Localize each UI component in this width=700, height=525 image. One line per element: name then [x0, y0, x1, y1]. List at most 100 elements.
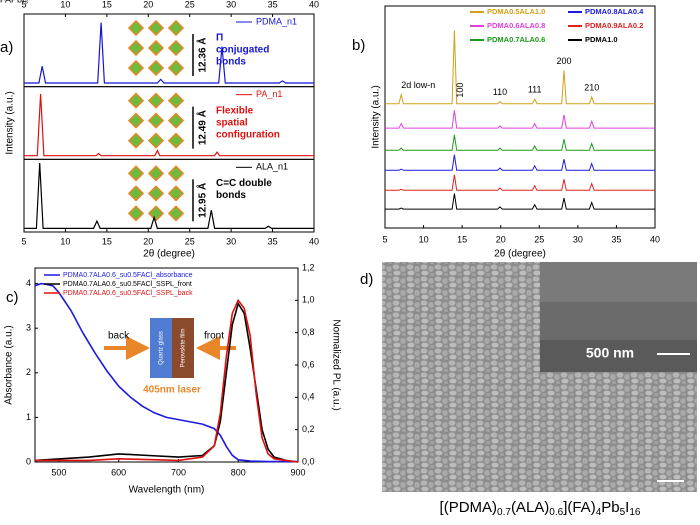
y-axis-label: Intensity (a.u.) [371, 85, 382, 148]
y2-tick-label: 0,6 [302, 359, 315, 369]
octahedron-icon [127, 185, 145, 202]
formula-part: I [625, 499, 629, 516]
legend-label: PDMA0.7ALA0.6_su0.5FACl_SSPL_front [63, 281, 192, 288]
octahedron-icon [167, 19, 185, 37]
annotation: Flexible [216, 105, 254, 116]
x-tick-label: 10 [60, 236, 70, 246]
plot-frame [384, 5, 656, 229]
line [35, 298, 299, 463]
octahedron-icon [147, 112, 165, 129]
line [385, 134, 655, 151]
formula-subscript: 5 [620, 507, 626, 518]
formula-part: [(PDMA) [440, 499, 498, 516]
octahedron-icon [147, 92, 165, 109]
x-tick-label-top: 30 [226, 0, 236, 9]
octahedron-icon [147, 39, 165, 57]
x-tick-label-top: 25 [185, 0, 195, 9]
y-axis-label: Absorbance (a.u.) [4, 325, 15, 405]
spacing-label: 12.36 Å [196, 37, 209, 72]
octahedron-icon [147, 132, 165, 149]
x-tick-label: 35 [611, 234, 621, 244]
peak-label: 210 [584, 82, 599, 92]
octahedron-icon [167, 59, 185, 77]
line [24, 162, 314, 229]
x-tick-label-top: 5 [21, 0, 26, 9]
octahedron-icon [127, 92, 145, 109]
inset-left-label: back [108, 331, 130, 342]
peak-label: 2d low-n [401, 80, 435, 90]
x-tick-label: 30 [226, 236, 236, 246]
annotation: bonds [216, 57, 246, 68]
x-tick-label: 25 [185, 236, 195, 246]
annotation: spatial [216, 117, 248, 128]
y-axis-label: Intensity (a.u.) [5, 91, 16, 154]
formula: [(PDMA)0.7(ALA)0.6](FA)4Pb5I16 [440, 499, 641, 518]
panel-label: a) [0, 39, 13, 56]
y-tick-label: 1 [26, 412, 31, 422]
panel-label: c) [6, 289, 19, 306]
inset-layer-label: Quartz glass [159, 331, 165, 365]
y-tick-label: 4 [26, 278, 31, 288]
x-tick-label: 30 [573, 234, 583, 244]
octahedron-icon [127, 112, 145, 129]
subplot-frame [23, 158, 315, 233]
y2-axis-label: Normalized PL (a.u.) [330, 319, 341, 410]
legend-label: PDMA0.9ALA0.2 [585, 21, 643, 30]
line [385, 154, 655, 171]
inset-right-label: front [204, 331, 224, 342]
x-tick-label: 800 [231, 467, 246, 477]
spacing-label: 12.95 Å [196, 183, 209, 218]
peak-label: 111 [528, 85, 542, 95]
peak-label: 100 [455, 83, 465, 98]
sem-inset-top [540, 262, 697, 302]
octahedron-icon [167, 92, 185, 109]
scale-bar-label: 500 nm [586, 345, 634, 361]
peak-label: 110 [493, 87, 507, 97]
formula-subscript: 16 [629, 507, 641, 518]
x-tick-label-top: 40 [309, 0, 319, 9]
x-axis-label: Wavelength (nm) [129, 485, 205, 496]
octahedron-icon [127, 59, 145, 77]
y2-tick-label: 0,2 [302, 424, 315, 434]
x-tick-label: 15 [457, 234, 467, 244]
octahedron-icon [127, 19, 145, 37]
octahedron-icon [147, 165, 165, 182]
x-tick-label: 20 [143, 236, 153, 246]
x-tick-label-top: 35 [268, 0, 278, 9]
perovskite-layer [172, 318, 194, 378]
octahedron-icon [127, 165, 145, 182]
panel-label: d) [360, 271, 373, 288]
octahedron-icon [167, 205, 185, 222]
x-tick-label: 10 [419, 234, 429, 244]
x-axis-label: 2θ (degree) [494, 249, 546, 260]
legend-label: PDMA0.7ALA0.6_su0.5FACl_SSPL_back [63, 290, 193, 297]
x-tick-label: 5 [21, 236, 26, 246]
legend-label: PDMA1.0 [585, 35, 618, 44]
legend-label: ALA_n1 [256, 162, 288, 172]
y-tick-label: 2 [26, 367, 31, 377]
legend-label: PDMA0.6ALA0.8 [487, 21, 545, 30]
line [385, 110, 655, 129]
octahedron-icon [147, 19, 165, 37]
x-tick-label: 20 [496, 234, 506, 244]
x-tick-label: 700 [171, 467, 186, 477]
x-tick-label-top: 10 [60, 0, 70, 9]
annotation: conjugated [216, 45, 269, 56]
sem-inset-film [540, 302, 697, 340]
panel-label: b) [352, 37, 365, 54]
formula-subscript: 0.7 [497, 507, 511, 518]
spacing-label: 12.49 Å [196, 110, 209, 145]
y2-tick-label: 0,8 [302, 327, 315, 337]
legend-label: PDMA0.7ALA0.6 [487, 35, 545, 44]
octahedron-icon [127, 132, 145, 149]
annotation: configuration [216, 129, 280, 140]
formula-part: (ALA) [511, 499, 549, 516]
line [385, 174, 655, 191]
x-tick-label-top: 15 [102, 0, 112, 9]
line [24, 22, 314, 84]
legend-label: PDMA_n1 [256, 16, 297, 26]
formula-part: Pb [601, 499, 619, 516]
octahedron-icon [147, 185, 165, 202]
octahedron-icon [167, 185, 185, 202]
